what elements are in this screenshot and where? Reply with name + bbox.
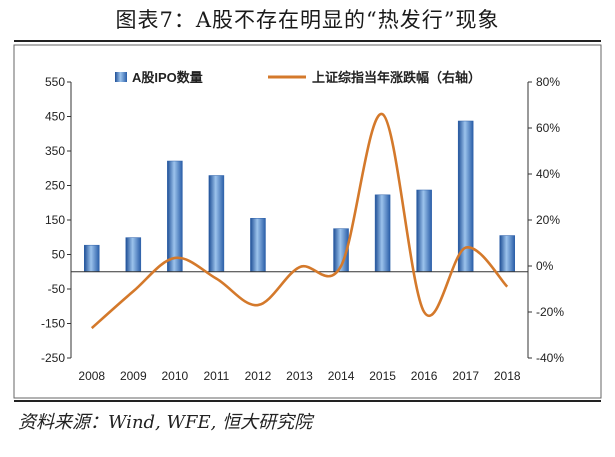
ipo-bars [84, 120, 515, 273]
right-tick-label: 20% [536, 213, 560, 227]
x-tick-label: 2012 [245, 369, 272, 383]
index-line-path [90, 112, 509, 330]
legend-line-label: 上证综指当年涨跌幅（右轴） [312, 70, 481, 85]
title-rule [14, 40, 601, 42]
x-tick-label: 2014 [328, 369, 355, 383]
x-axis-labels: 2008 2009 2010 2011 2012 2013 2014 2015 2016 2017… [78, 369, 520, 383]
chart-title: 图表7：A股不存在明显的“热发行”现象 [115, 8, 500, 32]
x-tick-label: 2010 [162, 369, 189, 383]
ipo-bar [84, 244, 100, 272]
x-tick-label: 2018 [494, 369, 521, 383]
ipo-bar [208, 175, 225, 272]
ipo-bar [416, 189, 432, 272]
right-tick-label: 0% [536, 259, 554, 273]
left-tick-label: 250 [45, 179, 65, 193]
x-tick-label: 2009 [120, 369, 147, 383]
ipo-bar [125, 237, 142, 272]
ipo-bar [499, 235, 515, 272]
right-tick-label: 80% [536, 75, 560, 89]
right-tick-label: -40% [536, 351, 564, 365]
ipo-bar [457, 120, 474, 272]
legend-bar-swatch [115, 72, 127, 82]
left-tick-label: 550 [45, 75, 65, 89]
x-tick-label: 2008 [78, 369, 105, 383]
x-tick-label: 2017 [452, 369, 479, 383]
legend: A股IPO数量 上证综指当年涨跌幅（右轴） [115, 70, 481, 85]
right-axis: 80% 60% 40% 20% 0% -20% -40% [527, 75, 564, 365]
x-tick-label: 2013 [286, 369, 313, 383]
index-line [90, 112, 509, 330]
left-tick-label: -50 [48, 282, 66, 296]
ipo-bar [167, 160, 183, 273]
ipo-bar [250, 218, 266, 272]
left-tick-label: 50 [52, 248, 66, 262]
right-tick-label: 40% [536, 167, 560, 181]
left-tick-label: 350 [45, 144, 65, 158]
left-tick-label: 150 [45, 213, 65, 227]
source-rule [14, 400, 601, 402]
left-tick-label: 450 [45, 110, 65, 124]
x-tick-label: 2011 [204, 369, 230, 383]
left-axis: 550 450 350 250 150 50 -50 -150 -250 [41, 75, 72, 365]
source-note: 资料来源：Wind, WFE, 恒大研究院 [18, 412, 313, 433]
left-tick-label: -250 [41, 351, 65, 365]
x-tick-label: 2015 [369, 369, 396, 383]
right-tick-label: -20% [536, 305, 564, 319]
x-tick-label: 2016 [411, 369, 438, 383]
plot-frame [13, 44, 602, 399]
right-tick-label: 60% [536, 121, 560, 135]
left-tick-label: -150 [41, 317, 65, 331]
ipo-bar [374, 194, 391, 272]
legend-bar-label: A股IPO数量 [132, 70, 203, 85]
